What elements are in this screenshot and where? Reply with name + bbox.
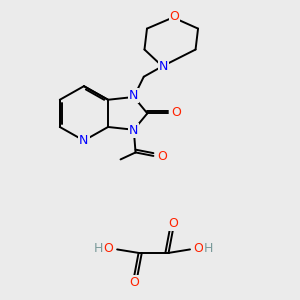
Text: O: O: [168, 217, 178, 230]
Text: O: O: [157, 151, 167, 164]
Text: O: O: [171, 106, 181, 119]
Text: O: O: [169, 10, 179, 22]
Text: N: N: [79, 134, 88, 147]
Text: N: N: [129, 89, 139, 102]
Text: N: N: [129, 124, 139, 137]
Text: O: O: [103, 242, 113, 255]
Text: O: O: [194, 242, 203, 255]
Text: H: H: [204, 242, 213, 255]
Text: O: O: [129, 276, 139, 289]
Text: H: H: [94, 242, 103, 255]
Text: N: N: [159, 60, 168, 73]
